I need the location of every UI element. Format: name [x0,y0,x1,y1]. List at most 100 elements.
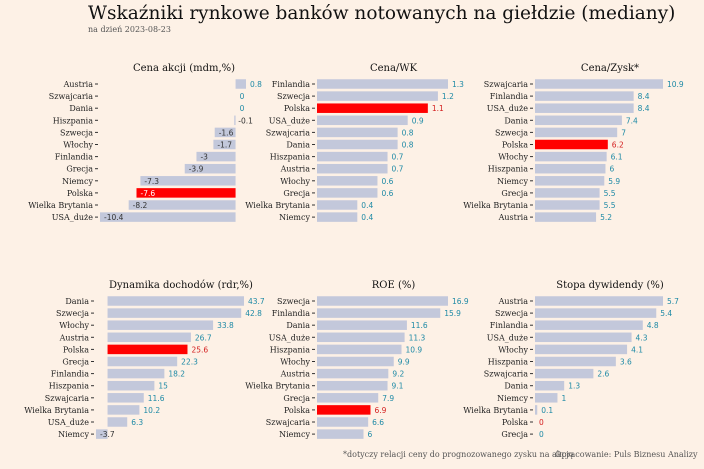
value-label: 1 [561,394,566,403]
value-label: 10.2 [143,406,160,415]
bar [317,296,448,306]
chart-title: Stopa dywidendy (%) [556,280,664,291]
category-label: Włochy [498,153,528,162]
category-label: Szwajcaria [49,92,93,101]
value-label: 11.3 [409,333,426,342]
bar [107,332,191,343]
value-label: -7.3 [144,177,159,186]
value-label: 0.4 [361,213,373,222]
chart-panel-4: Dynamika dochodów (rdr,%) Dania 43.7 Szwecj… [24,280,265,439]
category-label: Wielka Brytania [463,406,528,415]
bar [107,356,178,367]
value-label: 4.8 [647,321,659,330]
bar [535,332,632,343]
category-label: Austria [280,370,311,379]
value-label: 0.7 [392,153,404,162]
bar [317,139,398,150]
value-label: 26.7 [195,333,212,342]
value-label: 6.1 [611,153,623,162]
value-label: 33.8 [217,321,234,330]
value-label: -3.9 [189,165,204,174]
bar [535,308,657,318]
category-label: USA_duże [52,213,93,222]
category-label: Niemcy [62,177,93,186]
category-label: Wielka Brytania [245,382,310,391]
category-label: Włochy [59,321,89,330]
category-label: Austria [498,213,529,222]
category-label: Finlandia [272,80,310,89]
chart-title: Cena/WK [370,63,418,74]
page-title: Wskaźniki rynkowe banków notowanych na g… [88,3,676,24]
category-label: Dania [69,104,93,113]
category-label: Hiszpania [53,116,93,125]
category-label: Niemcy [497,177,528,186]
value-label: 0 [240,104,245,113]
value-label: -10.4 [104,213,124,222]
category-label: Hiszpania [49,382,89,391]
category-label: Finlandia [490,92,528,101]
value-label: 1.3 [568,382,580,391]
category-label: Hiszpania [488,165,528,174]
bar [535,91,634,101]
bar [136,188,236,198]
bar [535,212,597,222]
bar [535,368,594,379]
category-label: Szwecja [56,309,89,318]
bar [317,356,394,367]
value-label: -1.7 [217,141,232,150]
bar [535,393,558,403]
category-label: Niemcy [58,430,89,439]
chart-title: Dynamika dochodów (rdr,%) [109,280,253,291]
bar [535,380,565,391]
chart-panel-5: ROE (%) Szwecja 16.9 Finlandia 15.9 Dania 11.6… [245,280,469,439]
bar [535,200,600,210]
category-label: Polska [284,406,310,415]
category-label: Włochy [280,177,310,186]
value-label: 1.3 [452,80,464,89]
bar [317,103,428,113]
chart-panel-2: Cena/WK Finlandia 1.3 Szwecja 1.2 Polska 1.1 US… [245,63,464,222]
value-label: 11.6 [411,321,428,330]
value-label: 3.6 [620,358,632,367]
value-label: 0.8 [402,128,414,137]
category-label: Dania [65,297,89,306]
category-label: Szwecja [495,128,528,137]
category-label: Polska [284,104,310,113]
category-label: USA_duże [269,333,310,342]
value-label: 0.6 [381,177,393,186]
category-label: Hiszpania [270,345,310,354]
bar [107,308,242,318]
category-label: Niemcy [497,394,528,403]
value-label: 16.9 [452,297,469,306]
bar [234,115,236,126]
value-label: 5.2 [600,213,612,222]
value-label: 0.1 [541,406,553,415]
category-label: Niemcy [279,213,310,222]
category-label: Polska [67,189,93,198]
category-label: Dania [286,321,310,330]
page-subtitle: na dzień 2023-08-23 [88,25,171,34]
category-label: Szwajcaria [484,370,528,379]
bar [107,344,188,355]
value-label: 0.8 [250,80,262,89]
bar [317,405,371,415]
bar [184,163,236,174]
value-label: 8.4 [638,104,650,113]
chart-title: ROE (%) [372,280,416,291]
value-label: 9.2 [392,370,404,379]
bar [317,176,378,186]
category-label: Finlandia [51,370,89,379]
category-label: Dania [504,382,528,391]
value-label: 7 [621,128,626,137]
value-label: 8.4 [638,92,650,101]
category-label: USA_duże [269,116,310,125]
bar [196,151,236,162]
category-label: Grecja [283,394,310,403]
value-label: -8.2 [133,201,148,210]
category-label: Polska [502,141,528,150]
value-label: 0.9 [412,116,424,125]
value-label: 10.9 [405,345,422,354]
chart-panel-1: Cena akcji (mdm,%) Austria 0.8 Szwajcaria 0 D… [28,63,262,222]
chart-panel-6: Stopa dywidendy (%) Austria 5.7 Szwecja 5.4 F… [463,280,679,439]
category-label: USA_duże [487,104,528,113]
